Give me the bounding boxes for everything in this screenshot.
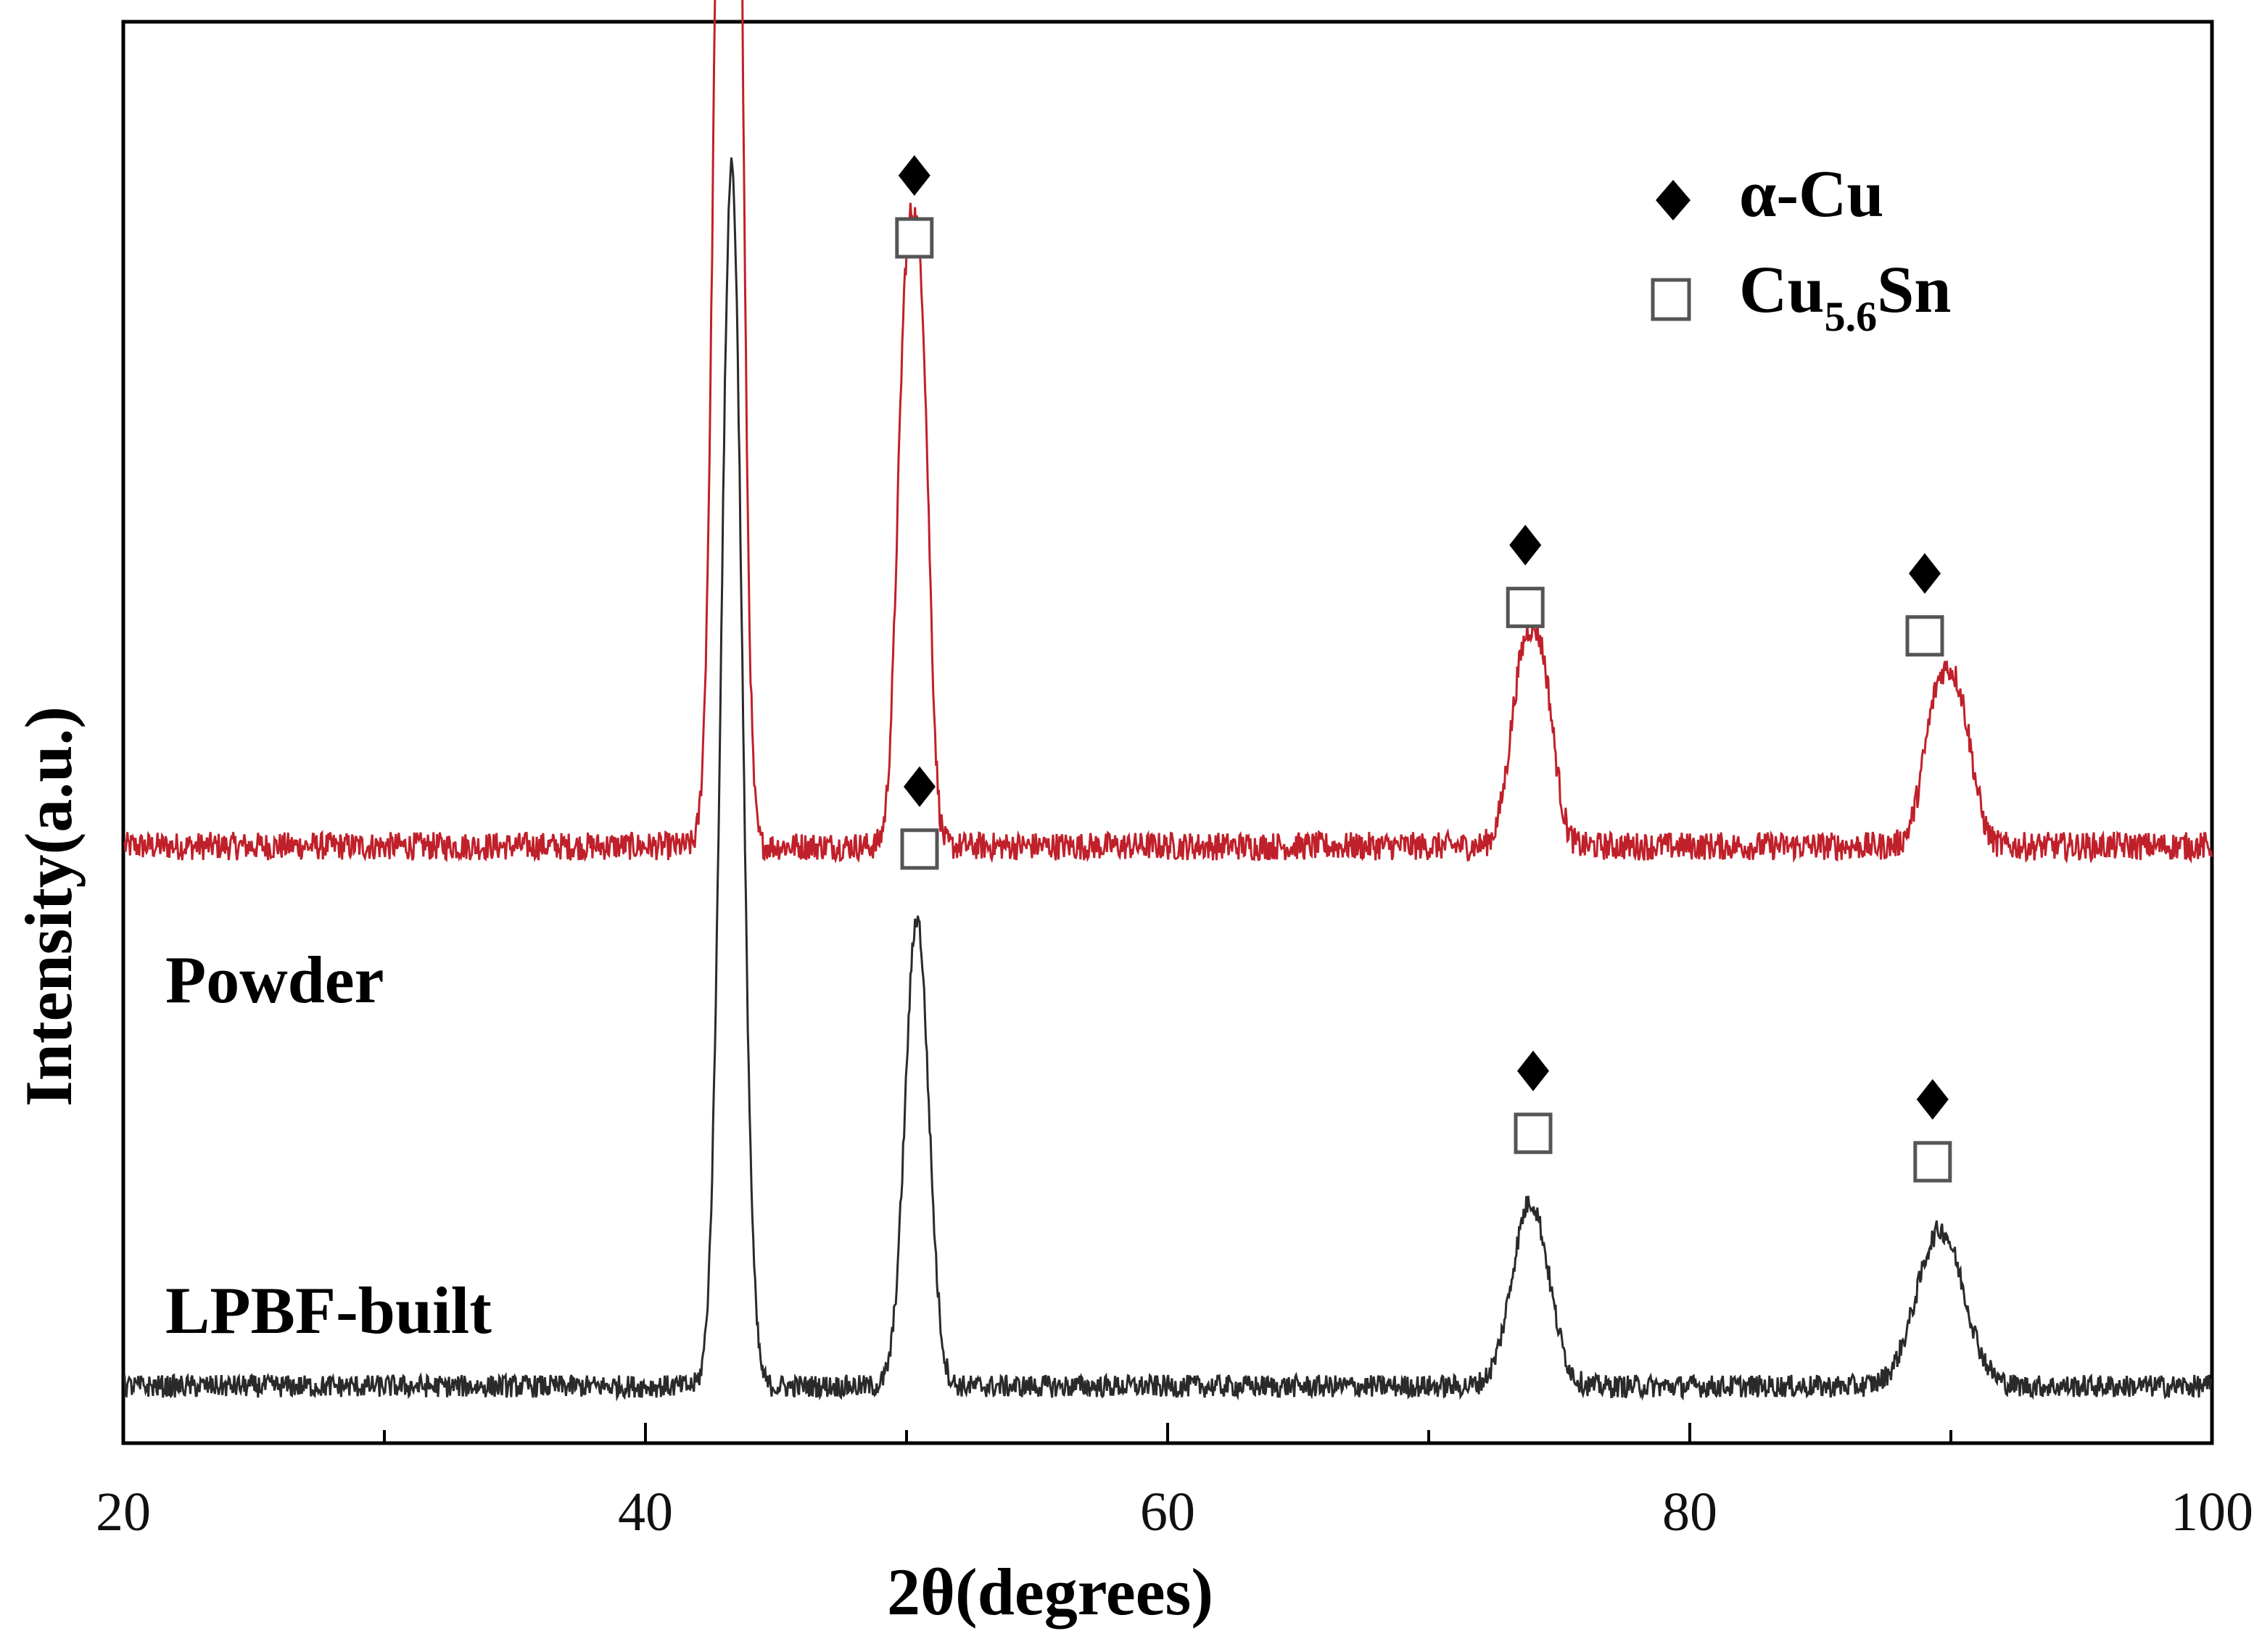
series-0-square-marker-2 <box>1506 587 1545 629</box>
phase-markers <box>895 155 1952 1183</box>
x-tick-label-100: 100 <box>2171 1482 2253 1542</box>
series-0-diamond-marker-3 <box>1909 553 1941 594</box>
x-tick-label-80: 80 <box>1662 1482 1717 1542</box>
legend: α-Cu Cu5.6Sn <box>1651 157 1951 340</box>
series-paths <box>123 0 2213 1402</box>
series-1-square-marker-1 <box>1514 1112 1553 1155</box>
x-tick-label-40: 40 <box>618 1482 673 1542</box>
legend-diamond-icon <box>1656 180 1691 220</box>
series-1-square-marker-2 <box>1913 1141 1952 1183</box>
series-0-diamond-marker-2 <box>1509 524 1542 566</box>
series-1-diamond-marker-1 <box>1517 1050 1549 1091</box>
x-tick-label-20: 20 <box>96 1482 151 1542</box>
series-label-lpbf: LPBF-built <box>165 1273 492 1347</box>
x-axis-title: 2θ(degrees) <box>887 1555 1213 1629</box>
x-axis-tick-labels: 20 40 60 80 100 <box>96 1482 2253 1542</box>
legend-label-alpha-cu: α-Cu <box>1739 157 1884 231</box>
y-axis-title: Intensity(a.u.) <box>12 706 86 1107</box>
series-0-diamond-marker-1 <box>898 155 930 196</box>
legend-square-icon <box>1651 278 1691 321</box>
x-tick-label-60: 60 <box>1140 1482 1195 1542</box>
x-axis-ticks <box>122 1423 2213 1443</box>
series-1-diamond-marker-0 <box>904 766 936 807</box>
series-1-square-marker-0 <box>900 828 939 870</box>
legend-label-cu-sn: Cu5.6Sn <box>1739 252 1951 340</box>
series-line-1 <box>123 157 2213 1402</box>
series-line-0 <box>123 0 2213 864</box>
plot-frame <box>121 20 2214 1445</box>
series-0-square-marker-1 <box>895 217 934 259</box>
series-1-diamond-marker-2 <box>1916 1079 1949 1120</box>
series-label-powder: Powder <box>165 943 384 1017</box>
series-0-square-marker-3 <box>1905 615 1944 657</box>
